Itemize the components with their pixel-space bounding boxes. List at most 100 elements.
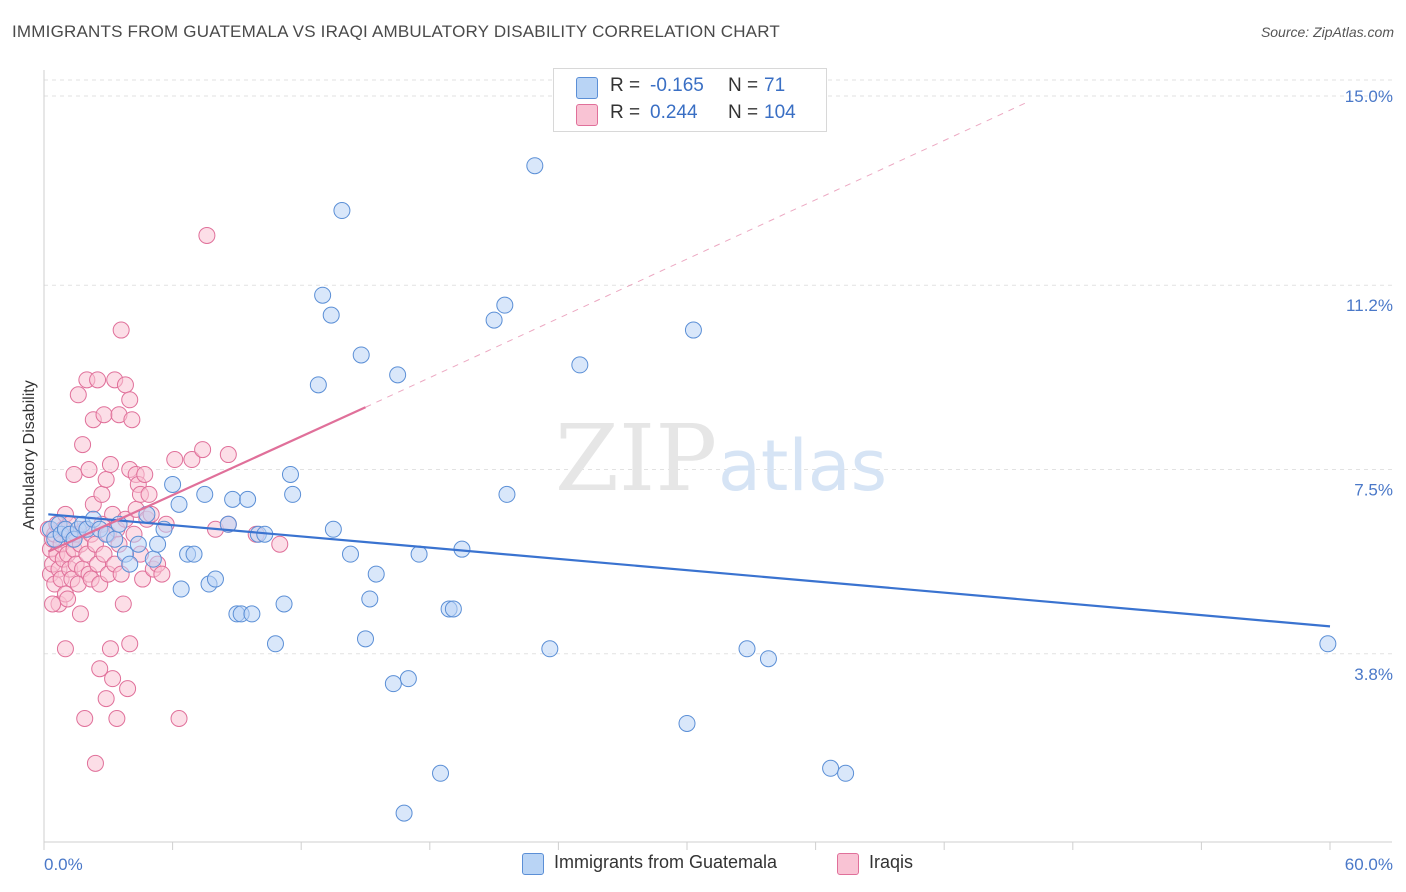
trend-lines — [47, 100, 1331, 628]
guatemala-point — [196, 485, 214, 503]
guatemala-point — [384, 675, 402, 693]
iraqis-point — [134, 570, 152, 588]
iraqis-point — [44, 595, 62, 613]
guatemala-point — [526, 157, 544, 175]
bottom-legend-label-guatemala: Immigrants from Guatemala — [554, 852, 778, 872]
iraqis-point — [86, 754, 104, 772]
guatemala-point — [837, 764, 855, 782]
guatemala-point — [185, 545, 203, 563]
guatemala-point — [395, 804, 413, 822]
iraqis-point — [114, 595, 132, 613]
guatemala-point — [322, 306, 340, 324]
iraqis-point — [170, 710, 188, 727]
guatemala-point — [309, 376, 327, 394]
guatemala-point — [121, 555, 139, 573]
iraqis-point — [121, 391, 139, 409]
legend-r-label: R = — [610, 102, 641, 123]
zipatlas-watermark: ZIP atlas — [555, 405, 887, 512]
guatemala-point — [172, 580, 190, 598]
legend-n-label: N = — [728, 75, 759, 96]
guatemala-point — [266, 635, 284, 653]
iraqis-point — [101, 456, 119, 474]
iraqis-point — [194, 441, 212, 459]
iraqis-point — [198, 226, 216, 244]
y-tick-label: 11.2% — [1346, 296, 1393, 315]
guatemala-point — [485, 311, 503, 329]
iraqis-point — [80, 461, 98, 478]
legend-r-value: 0.244 — [650, 102, 698, 123]
source-label: Source: ZipAtlas.com — [1260, 24, 1394, 40]
guatemala-points — [41, 157, 1337, 822]
guatemala-point — [164, 475, 182, 493]
bottom-legend-swatch-iraqis — [837, 853, 859, 875]
guatemala-point — [357, 630, 374, 648]
guatemala-point — [361, 590, 379, 608]
legend-r-value: -0.165 — [650, 75, 704, 96]
iraqis-point — [112, 321, 130, 339]
guatemala-point — [129, 535, 147, 553]
iraqis-point — [91, 660, 109, 678]
iraqis-point — [166, 451, 184, 469]
iraqis-point — [71, 605, 89, 623]
iraqis-point — [119, 680, 137, 698]
guatemala-point — [243, 605, 261, 623]
iraqis-point — [89, 371, 107, 389]
gridlines — [44, 79, 1392, 655]
guatemala-point — [541, 640, 559, 658]
guatemala-point — [206, 570, 224, 588]
iraqis-point — [97, 690, 115, 708]
guatemala-point — [367, 565, 385, 583]
iraqis-point — [104, 670, 122, 688]
guatemala-point — [224, 490, 242, 508]
legend-swatch-guatemala — [576, 77, 598, 99]
guatemala-point — [149, 535, 167, 553]
guatemala-point — [275, 595, 293, 613]
iraqis-point — [140, 485, 158, 503]
iraqis-point — [108, 710, 126, 727]
legend-swatch-iraqis — [576, 104, 598, 126]
iraqis-point — [76, 710, 94, 727]
guatemala-point — [324, 520, 342, 538]
legend-n-value: 104 — [764, 102, 796, 123]
guatemala-point — [410, 545, 428, 563]
iraqis-point — [123, 411, 141, 429]
guatemala-point — [314, 286, 332, 304]
guatemala-point — [219, 515, 237, 533]
guatemala-point — [684, 321, 702, 339]
iraqis-point — [183, 451, 201, 469]
guatemala-point — [144, 550, 162, 568]
guatemala-point — [1319, 635, 1337, 653]
y-tick-labels: 3.8% 7.5% 11.2% 15.0% — [1345, 87, 1393, 684]
iraqis-point — [271, 535, 289, 553]
guatemala-point — [444, 600, 462, 618]
axes — [43, 70, 1392, 850]
y-axis-title: Ambulatory Disability — [21, 380, 38, 529]
guatemala-point — [281, 465, 299, 483]
iraqis-point — [153, 565, 171, 583]
bottom-legend-swatch-guatemala — [522, 853, 544, 875]
guatemala-point — [496, 296, 514, 314]
guatemala-point — [106, 530, 124, 548]
legend-r-label: R = — [610, 75, 641, 96]
guatemala-point — [738, 640, 756, 658]
iraqis-point — [95, 406, 113, 424]
guatemala-point — [678, 714, 696, 732]
iraqis-trend-extension — [365, 100, 1031, 408]
legend-n-label: N = — [728, 102, 759, 123]
correlation-legend: R = -0.165 N = 71 R = 0.244 N = 104 — [553, 68, 827, 132]
iraqis-point — [69, 386, 87, 404]
legend-n-value: 71 — [764, 75, 786, 96]
guatemala-point — [170, 495, 188, 513]
x-tick-label: 0.0% — [44, 855, 83, 874]
guatemala-point — [498, 485, 516, 503]
guatemala-point — [389, 366, 407, 384]
x-tick-labels: 0.0% 60.0% — [44, 855, 1393, 874]
chart-title: IMMIGRANTS FROM GUATEMALA VS IRAQI AMBUL… — [12, 22, 780, 41]
guatemala-point — [284, 485, 302, 503]
iraqis-point — [95, 545, 113, 563]
iraqis-point — [101, 640, 119, 658]
iraqis-point — [59, 590, 77, 608]
guatemala-trend-line — [48, 513, 1331, 628]
guatemala-point — [239, 490, 257, 508]
iraqis-point — [219, 446, 237, 464]
